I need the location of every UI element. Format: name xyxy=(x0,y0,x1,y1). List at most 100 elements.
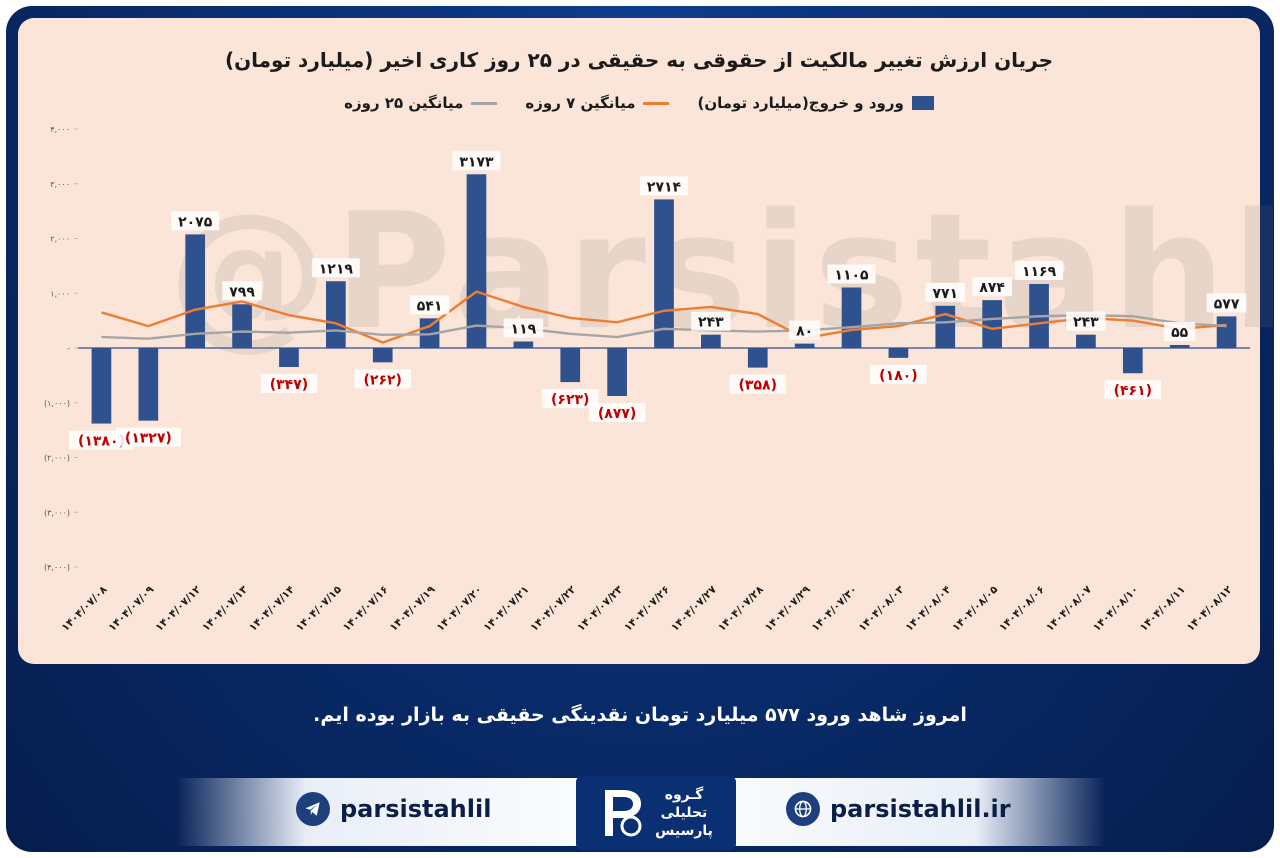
bar xyxy=(747,348,768,368)
data-label-bg xyxy=(789,320,821,340)
bar xyxy=(372,348,393,363)
x-tick-label: ۱۴۰۴/۰۷/۱۳ xyxy=(200,583,251,634)
data-label: ۵۵ xyxy=(1171,325,1189,341)
telegram-handle: parsistahlil xyxy=(340,795,492,823)
data-label: ۱۲۱۹ xyxy=(319,261,354,277)
x-tick-label: ۱۴۰۴/۰۸/۱۲ xyxy=(1185,583,1236,634)
y-tick-label: (۱,۰۰۰) xyxy=(44,399,70,408)
x-tick-label: ۱۴۰۴/۰۷/۲۸ xyxy=(716,583,767,634)
data-label-bg xyxy=(115,427,181,447)
data-label: ۸۷۴ xyxy=(979,280,1005,296)
ma25-line xyxy=(101,313,1227,340)
bar xyxy=(1076,334,1096,348)
bar xyxy=(138,348,159,421)
x-tick-label: ۱۴۰۴/۰۸/۱۱ xyxy=(1138,584,1188,634)
bar xyxy=(185,234,206,348)
data-label: ۱۱۶۹ xyxy=(1022,264,1057,280)
data-label-bg xyxy=(1015,260,1064,280)
data-label-bg xyxy=(171,211,220,231)
caption: امروز شاهد ورود ۵۷۷ میلیارد تومان نقدینگ… xyxy=(313,704,967,726)
y-tick-label: ۴,۰۰۰ xyxy=(50,125,70,134)
data-label-bg xyxy=(827,264,876,284)
data-label: ۵۷۷ xyxy=(1214,296,1240,312)
bar xyxy=(1169,344,1190,348)
data-label-bg xyxy=(972,277,1012,297)
bar xyxy=(888,348,909,358)
y-tick-label: (۴,۰۰۰) xyxy=(44,563,70,572)
y-tick-label: ۳,۰۰۰ xyxy=(50,180,70,189)
legend-item-ma25: میانگین ۲۵ روزه xyxy=(344,94,498,112)
y-tick-label: - xyxy=(67,344,70,353)
data-label-bg xyxy=(1104,380,1162,400)
x-tick-label: ۱۴۰۴/۰۸/۰۳ xyxy=(856,583,907,634)
x-tick-label: ۱۴۰۴/۰۸/۰۴ xyxy=(903,583,954,634)
data-label-bg xyxy=(691,311,731,331)
legend: ورود و خروج(میلیارد تومان) میانگین ۷ روز… xyxy=(18,94,1260,112)
logo-mark-icon xyxy=(599,786,647,840)
x-tick-label: ۱۴۰۴/۰۷/۲۲ xyxy=(528,583,579,634)
data-label: (۱۳۲۷) xyxy=(125,431,172,447)
x-tick-label: ۱۴۰۴/۰۷/۱۹ xyxy=(388,583,439,634)
data-label-bg xyxy=(588,403,646,423)
data-label: (۳۵۸) xyxy=(739,378,777,394)
data-label: (۲۶۲) xyxy=(364,372,402,388)
x-tick-label: ۱۴۰۴/۰۷/۱۴ xyxy=(247,583,298,634)
data-label: ۲۴۳ xyxy=(698,315,724,331)
x-tick-label: ۱۴۰۴/۰۷/۲۷ xyxy=(669,583,720,634)
logo: گـروه تحلیلی پارسیس xyxy=(576,776,736,850)
data-label-bg xyxy=(541,389,599,409)
bar xyxy=(1122,348,1143,374)
bar xyxy=(325,281,346,348)
legend-label-ma7: میانگین ۷ روزه xyxy=(525,94,636,112)
data-label: ۱۱۹ xyxy=(511,321,537,337)
data-label-bg xyxy=(870,364,927,384)
data-label-bg xyxy=(503,318,544,338)
frame: @Parsistahlil (۴,۰۰۰)(۳,۰۰۰)(۲,۰۰۰)(۱,۰۰… xyxy=(6,6,1274,852)
legend-swatch-ma7 xyxy=(643,101,670,105)
x-tick-label: ۱۴۰۴/۰۷/۱۲ xyxy=(153,583,204,634)
legend-swatch-ma25 xyxy=(471,101,498,105)
website-link[interactable]: parsistahlil.ir xyxy=(786,792,1011,826)
bar xyxy=(91,348,112,424)
data-label: (۶۲۳) xyxy=(551,392,589,408)
data-label-bg xyxy=(222,281,262,301)
logo-text: گـروه تحلیلی پارسیس xyxy=(655,786,713,840)
x-tick-label: ۱۴۰۴/۰۷/۲۹ xyxy=(763,583,814,634)
bar xyxy=(279,348,299,367)
legend-label-ma25: میانگین ۲۵ روزه xyxy=(344,94,464,112)
data-label: ۳۱۷۳ xyxy=(459,154,494,170)
logo-line-1: گـروه xyxy=(664,787,704,803)
bar xyxy=(513,341,534,348)
bar xyxy=(654,199,674,348)
data-label: ۷۷۱ xyxy=(932,286,958,302)
chart-svg: (۴,۰۰۰) (۳,۰۰۰) (۲,۰۰۰) (۱,۰۰۰) - ۱,۰۰۰ ۲,۰۰۰ ۳… xyxy=(44,125,1250,634)
data-label: (۸۷۷) xyxy=(598,406,636,422)
bar xyxy=(982,300,1003,348)
globe-icon xyxy=(786,792,820,826)
x-tick-label: ۱۴۰۴/۰۷/۲۳ xyxy=(575,583,626,634)
telegram-icon xyxy=(296,792,330,826)
x-tick-label: ۱۴۰۴/۰۸/۰۷ xyxy=(1044,583,1095,634)
bar xyxy=(466,174,487,348)
legend-item-flow: ورود و خروج(میلیارد تومان) xyxy=(697,94,934,112)
legend-label-flow: ورود و خروج(میلیارد تومان) xyxy=(697,94,904,112)
bar xyxy=(560,348,581,383)
telegram-link[interactable]: parsistahlil xyxy=(296,792,491,826)
legend-swatch-flow xyxy=(911,96,934,110)
y-tick-label: (۲,۰۰۰) xyxy=(44,454,70,463)
data-label-bg xyxy=(260,373,318,393)
data-label: (۱۳۸۰) xyxy=(78,434,125,450)
bar xyxy=(841,287,862,348)
legend-item-ma7: میانگین ۷ روزه xyxy=(525,94,670,112)
data-label: ۲۰۷۵ xyxy=(178,214,213,230)
ma7-line xyxy=(101,290,1227,344)
data-label-bg xyxy=(925,282,966,302)
chart-panel: @Parsistahlil (۴,۰۰۰)(۳,۰۰۰)(۲,۰۰۰)(۱,۰۰… xyxy=(18,18,1274,664)
logo-line-2: تحلیلی xyxy=(660,805,708,821)
bar xyxy=(701,334,721,348)
x-tick-label: ۱۴۰۴/۰۷/۰۸ xyxy=(59,583,110,634)
y-tick-label: ۱,۰۰۰ xyxy=(50,289,70,298)
data-label: ۱۱۰۵ xyxy=(834,268,869,284)
bar xyxy=(1216,316,1237,348)
data-label: ۲۴۳ xyxy=(1073,315,1099,331)
